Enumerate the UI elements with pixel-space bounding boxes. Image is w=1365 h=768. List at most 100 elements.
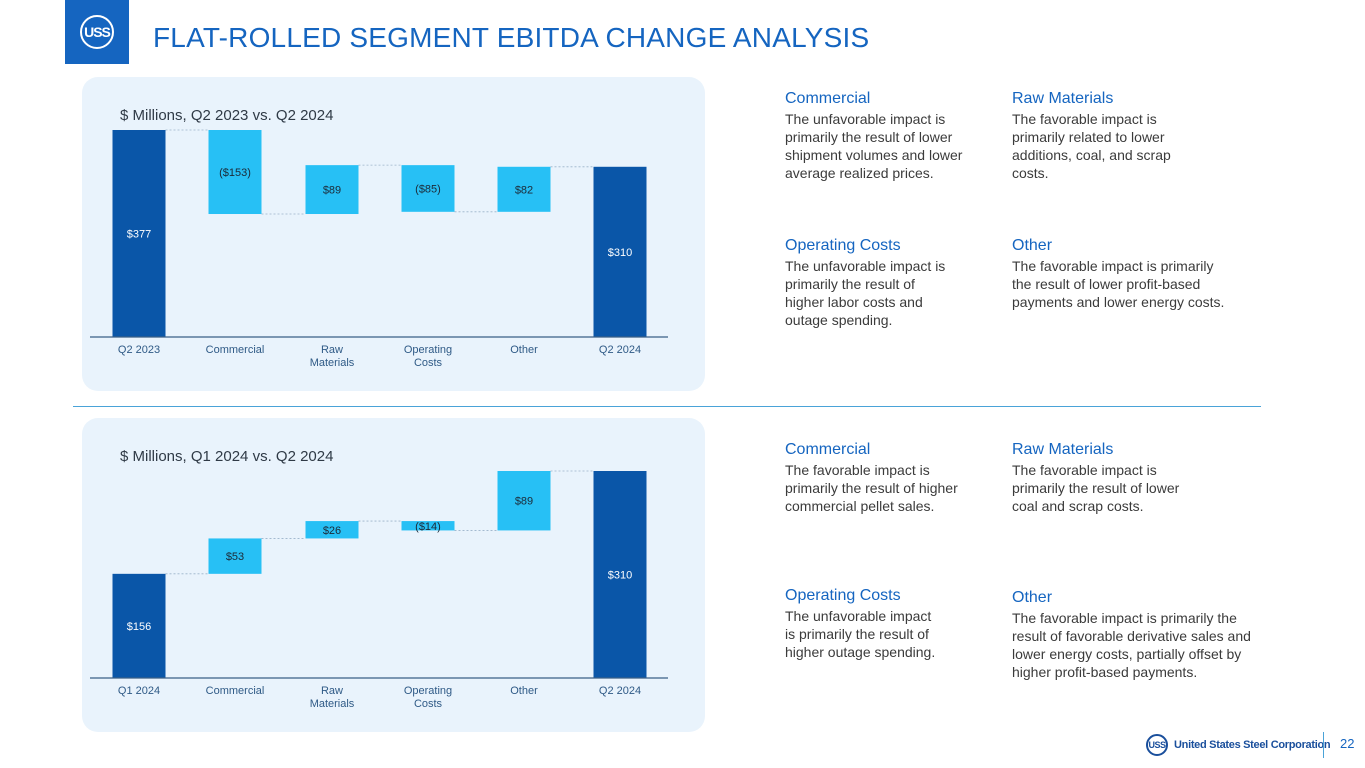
bar-other bbox=[497, 471, 551, 531]
note-other: Other The favorable impact is primarily … bbox=[1012, 236, 1262, 311]
bar-value-label: $377 bbox=[127, 229, 151, 241]
x-tick-label: Raw Materials bbox=[310, 685, 355, 710]
note-line: The favorable impact is primarily bbox=[1012, 258, 1214, 274]
bar-operating-costs bbox=[401, 165, 455, 212]
note-line: lower energy costs, partially offset by bbox=[1012, 646, 1242, 662]
bar-q2-2024 bbox=[593, 471, 647, 678]
note-title: Commercial bbox=[785, 90, 871, 107]
x-tick-label: Q2 2024 bbox=[599, 344, 641, 356]
note-body: The favorable impact is primarily the re… bbox=[1012, 609, 1282, 681]
x-tick-label: Other bbox=[510, 685, 538, 697]
chart-title: $ Millions, Q1 2024 vs. Q2 2024 bbox=[120, 448, 334, 465]
note-line: average realized prices. bbox=[785, 165, 934, 181]
note-operating-costs: Operating Costs The unfavorable impact i… bbox=[785, 236, 985, 329]
bar-commercial bbox=[208, 538, 262, 574]
note-line: the result of lower profit-based bbox=[1012, 276, 1201, 292]
note-other: Other The favorable impact is primarily … bbox=[1012, 588, 1282, 681]
page-title: FLAT-ROLLED SEGMENT EBITDA CHANGE ANALYS… bbox=[153, 22, 870, 53]
note-line: coal and scrap costs. bbox=[1012, 498, 1144, 514]
bar-q1-2024 bbox=[112, 573, 166, 678]
note-raw-materials: Raw Materials The favorable impact is pr… bbox=[1012, 89, 1212, 182]
x-tick-label: Q2 2024 bbox=[599, 685, 641, 697]
note-title: Other bbox=[1012, 589, 1053, 606]
bar-raw-materials bbox=[305, 165, 359, 215]
bar-value-label: $82 bbox=[515, 184, 533, 196]
note-body: The unfavorable impact is primarily the … bbox=[785, 257, 985, 329]
uss-footer-mark: USS bbox=[1146, 734, 1168, 756]
note-line: primarily the result of higher bbox=[785, 480, 958, 496]
company-name: United States Steel Corporation bbox=[1174, 739, 1331, 751]
note-title: Commercial bbox=[785, 441, 871, 458]
note-line: The favorable impact is bbox=[785, 462, 930, 478]
note-commercial: Commercial The unfavorable impact is pri… bbox=[785, 89, 985, 182]
note-commercial: Commercial The favorable impact is prima… bbox=[785, 440, 985, 515]
note-line: primarily the result of lower bbox=[1012, 480, 1180, 496]
bar-value-label: $310 bbox=[608, 247, 632, 259]
uss-logo-mark: USS bbox=[80, 15, 114, 49]
note-line: primarily the result of lower bbox=[785, 129, 953, 145]
note-body: The favorable impact is primarily the re… bbox=[1012, 257, 1262, 311]
note-line: costs. bbox=[1012, 165, 1049, 181]
bar-value-label: ($85) bbox=[415, 183, 441, 195]
waterfall-chart: $156 $53 $26 ($14) $89 $310 Q1 2024 Commercial R… bbox=[90, 470, 668, 710]
note-body: The favorable impact is primarily the re… bbox=[785, 461, 985, 515]
bar-raw-materials bbox=[305, 521, 359, 539]
note-body: The favorable impact is primarily relate… bbox=[1012, 110, 1212, 182]
bar-value-label: ($153) bbox=[219, 167, 251, 179]
note-line: The favorable impact is bbox=[1012, 111, 1157, 127]
bar-value-label: $156 bbox=[127, 621, 151, 633]
note-line: The favorable impact is bbox=[1012, 462, 1157, 478]
note-line: primarily the result of bbox=[785, 276, 915, 292]
footer-logo: USS United States Steel Corporation bbox=[1146, 734, 1331, 756]
bar-value-label: $26 bbox=[323, 525, 341, 537]
x-tick-label: Raw Materials bbox=[310, 344, 355, 369]
x-tick-label: Commercial bbox=[206, 685, 265, 697]
note-line: shipment volumes and lower bbox=[785, 147, 963, 163]
note-line: higher outage spending. bbox=[785, 644, 936, 660]
note-operating-costs: Operating Costs The unfavorable impact i… bbox=[785, 586, 985, 661]
note-line: The unfavorable impact is bbox=[785, 258, 946, 274]
bar-value-label: $89 bbox=[323, 185, 341, 197]
bar-value-label: $53 bbox=[226, 551, 244, 563]
x-tick-label: Q1 2024 bbox=[118, 685, 160, 697]
note-body: The favorable impact is primarily the re… bbox=[1012, 461, 1212, 515]
x-tick-label: Operating Costs bbox=[404, 344, 452, 369]
bar-operating-costs bbox=[401, 521, 455, 531]
note-line: commercial pellet sales. bbox=[785, 498, 935, 514]
note-title: Operating Costs bbox=[785, 237, 901, 254]
bar-q2-2024 bbox=[593, 166, 647, 337]
note-title: Raw Materials bbox=[1012, 441, 1114, 458]
note-title: Raw Materials bbox=[1012, 90, 1114, 107]
note-body: The unfavorable impact is primarily the … bbox=[785, 607, 985, 661]
chart-title: $ Millions, Q2 2023 vs. Q2 2024 bbox=[120, 107, 334, 124]
note-title: Other bbox=[1012, 237, 1053, 254]
footer-separator bbox=[1323, 732, 1324, 758]
section-divider bbox=[73, 406, 1261, 407]
note-line: higher profit-based payments. bbox=[1012, 664, 1198, 680]
bar-q2-2023 bbox=[112, 130, 166, 337]
bar-value-label: $89 bbox=[515, 496, 533, 508]
note-line: The unfavorable impact is bbox=[785, 111, 946, 127]
note-line: higher labor costs and bbox=[785, 294, 923, 310]
waterfall-chart: $377 ($153) $89 ($85) $82 $310 Q2 2023 Commerci… bbox=[90, 129, 668, 369]
x-tick-label: Operating Costs bbox=[404, 685, 452, 710]
x-tick-label: Q2 2023 bbox=[118, 344, 160, 356]
note-line: additions, coal, and scrap bbox=[1012, 147, 1171, 163]
bar-commercial bbox=[208, 130, 262, 215]
note-body: The unfavorable impact is primarily the … bbox=[785, 110, 985, 182]
chart-panel-q1-2024-vs-q2-2024: $ Millions, Q1 2024 vs. Q2 2024 $156 $53 $… bbox=[82, 418, 705, 732]
chart-panel-q2-2023-vs-q2-2024: $ Millions, Q2 2023 vs. Q2 2024 $377 ($15… bbox=[82, 77, 705, 391]
note-line: primarily related to lower bbox=[1012, 129, 1165, 145]
bar-other bbox=[497, 166, 551, 212]
bar-value-label: ($14) bbox=[415, 521, 441, 533]
note-line: The favorable impact is primarily the bbox=[1012, 610, 1237, 626]
note-title: Operating Costs bbox=[785, 587, 901, 604]
uss-logo: USS bbox=[65, 0, 129, 64]
note-raw-materials: Raw Materials The favorable impact is pr… bbox=[1012, 440, 1212, 515]
x-tick-label: Commercial bbox=[206, 344, 265, 356]
note-line: payments and lower energy costs. bbox=[1012, 294, 1225, 310]
bar-value-label: $310 bbox=[608, 570, 632, 582]
note-line: outage spending. bbox=[785, 312, 893, 328]
page-number: 22 bbox=[1340, 736, 1355, 751]
x-tick-label: Other bbox=[510, 344, 538, 356]
